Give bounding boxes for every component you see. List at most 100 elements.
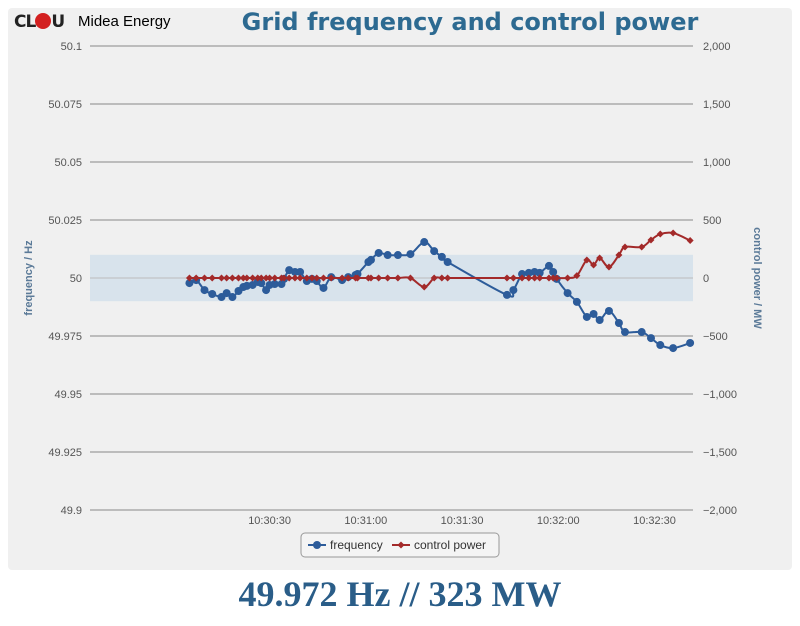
control-power-point bbox=[313, 274, 321, 282]
control-power-point bbox=[327, 274, 335, 282]
control-power-point bbox=[239, 274, 247, 282]
frequency-point bbox=[296, 267, 305, 276]
control-power-point bbox=[344, 274, 352, 282]
frequency-point bbox=[270, 280, 279, 289]
logo: CL U Midea Energy bbox=[14, 10, 214, 34]
control-power-point bbox=[531, 274, 539, 282]
frequency-point bbox=[535, 268, 544, 277]
control-power-point bbox=[218, 274, 226, 282]
control-power-point bbox=[228, 274, 236, 282]
y-right-tick-label: 1,000 bbox=[703, 157, 731, 169]
control-power-point bbox=[536, 274, 544, 282]
frequency-point bbox=[604, 306, 613, 315]
y-left-tick-label: 49.95 bbox=[54, 389, 82, 401]
frequency-point bbox=[366, 255, 375, 264]
control-power-point bbox=[338, 274, 346, 282]
control-power-point bbox=[271, 274, 279, 282]
frequency-point bbox=[257, 279, 266, 288]
frequency-point bbox=[374, 248, 383, 257]
frequency-point bbox=[406, 250, 415, 259]
control-power-point bbox=[525, 274, 533, 282]
frequency-point bbox=[656, 341, 665, 350]
control-power-point bbox=[656, 230, 664, 238]
control-power-point bbox=[262, 274, 270, 282]
control-power-point bbox=[596, 254, 604, 262]
y-right-tick-label: 0 bbox=[703, 273, 709, 285]
frequency-point bbox=[185, 279, 194, 288]
control-power-point bbox=[280, 274, 288, 282]
x-tick-label: 10:30:30 bbox=[248, 515, 291, 527]
y-left-tick-label: 49.925 bbox=[48, 447, 82, 459]
frequency-point bbox=[208, 290, 217, 299]
frequency-point bbox=[430, 247, 439, 256]
frequency-point bbox=[614, 319, 623, 328]
y-left-tick-label: 50.05 bbox=[54, 157, 82, 169]
y-left-tick-label: 49.9 bbox=[61, 505, 82, 517]
control-power-point bbox=[208, 274, 216, 282]
y-left-tick-label: 50 bbox=[70, 273, 82, 285]
control-power-point bbox=[545, 274, 553, 282]
control-power-point bbox=[621, 243, 629, 251]
control-power-point bbox=[384, 274, 392, 282]
control-power-point bbox=[223, 274, 231, 282]
control-power-point bbox=[243, 274, 251, 282]
control-power-point bbox=[615, 251, 623, 259]
frequency-point bbox=[637, 328, 646, 337]
legend-power-label: control power bbox=[414, 538, 486, 552]
legend-frequency-label: frequency bbox=[330, 538, 383, 552]
control-power-point bbox=[605, 263, 613, 271]
control-power-point bbox=[285, 274, 293, 282]
frequency-point bbox=[319, 283, 328, 292]
y-left-tick-label: 50.075 bbox=[48, 99, 82, 111]
frequency-point bbox=[383, 251, 392, 260]
frequency-point bbox=[544, 261, 553, 270]
y-right-tick-label: 500 bbox=[703, 215, 721, 227]
frequency-point bbox=[669, 344, 678, 353]
frequency-point bbox=[222, 289, 231, 298]
control-power-point bbox=[438, 274, 446, 282]
y-right-tick-label: −500 bbox=[703, 331, 728, 343]
frequency-point bbox=[502, 290, 511, 299]
control-power-point bbox=[291, 274, 299, 282]
chart-title: Grid frequency and control power bbox=[241, 8, 699, 36]
control-power-point bbox=[406, 274, 414, 282]
y-right-tick-label: −2,000 bbox=[703, 505, 737, 517]
frequency-point bbox=[393, 251, 402, 260]
control-power-point bbox=[185, 274, 193, 282]
control-power-point bbox=[647, 236, 655, 244]
control-power-point bbox=[420, 283, 428, 291]
control-power-point bbox=[573, 272, 581, 280]
x-tick-label: 10:32:00 bbox=[537, 515, 580, 527]
control-power-point bbox=[375, 274, 383, 282]
frequency-point bbox=[549, 267, 558, 276]
frequency-point bbox=[686, 338, 695, 347]
frequency-point bbox=[572, 297, 581, 306]
control-power-point bbox=[638, 243, 646, 251]
control-power-point bbox=[394, 274, 402, 282]
frequency-point bbox=[518, 270, 527, 279]
control-power-point bbox=[509, 274, 517, 282]
frequency-point bbox=[420, 238, 429, 247]
control-power-point bbox=[549, 274, 557, 282]
control-power-point bbox=[553, 274, 561, 282]
control-power-point bbox=[296, 274, 304, 282]
frequency-point bbox=[437, 252, 446, 261]
control-power-point bbox=[308, 274, 316, 282]
logo-mark: CL U bbox=[14, 12, 65, 32]
control-power-point bbox=[257, 274, 265, 282]
x-tick-label: 10:31:30 bbox=[441, 515, 484, 527]
control-power-point bbox=[266, 274, 274, 282]
control-power-point bbox=[367, 274, 375, 282]
y-right-tick-label: −1,000 bbox=[703, 389, 737, 401]
control-power-point bbox=[686, 237, 694, 245]
y-right-tick-label: 1,500 bbox=[703, 99, 731, 111]
frequency-point bbox=[589, 309, 598, 318]
y-right-axis-label: control power / MW bbox=[751, 227, 763, 329]
control-power-point bbox=[303, 274, 311, 282]
control-power-point bbox=[249, 274, 257, 282]
frequency-point bbox=[200, 286, 209, 295]
control-power-point bbox=[235, 274, 243, 282]
logo-name: Midea Energy bbox=[78, 13, 171, 30]
control-power-point bbox=[354, 274, 362, 282]
